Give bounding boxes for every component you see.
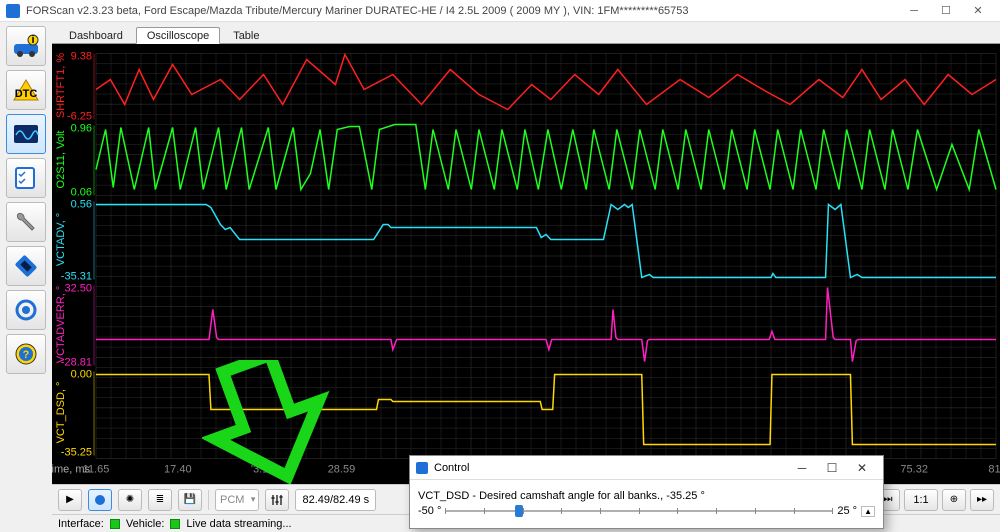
status-stream-label: Live data streaming... [186, 518, 291, 530]
sidebar-vehicle-info[interactable]: i [6, 26, 46, 66]
svg-text:DTC: DTC [15, 88, 38, 100]
control-titlebar[interactable]: Control ─ ☐ ✕ [410, 456, 883, 480]
sidebar-service[interactable] [6, 202, 46, 242]
svg-text:28.59: 28.59 [328, 464, 356, 476]
svg-text:VCT_DSD, °: VCT_DSD, ° [55, 382, 67, 444]
control-close-button[interactable]: ✕ [847, 461, 877, 475]
svg-text:32.50: 32.50 [64, 283, 92, 295]
sidebar-oscilloscope[interactable] [6, 114, 46, 154]
control-icon [416, 462, 428, 474]
status-interface-indicator [110, 519, 120, 529]
tab-bar: Dashboard Oscilloscope Table [52, 22, 1000, 44]
control-slider[interactable] [445, 504, 833, 518]
time-display: 82.49/82.49 s [295, 489, 376, 511]
control-title: Control [434, 462, 469, 474]
svg-text:17.40: 17.40 [164, 464, 192, 476]
svg-text:0.96: 0.96 [71, 123, 92, 135]
control-spin-up[interactable]: ▲ [861, 506, 875, 517]
svg-text:'3.1: '3.1 [251, 464, 268, 476]
record-button[interactable] [88, 489, 112, 511]
svg-text:VCTADVERR, °: VCTADVERR, ° [55, 286, 67, 364]
svg-text:VCTADV, °: VCTADV, ° [55, 213, 67, 266]
svg-text:?: ? [23, 349, 30, 361]
control-max-label: 25 ° [837, 505, 857, 517]
svg-text:Time, ms: Time, ms [52, 464, 90, 476]
sidebar-help[interactable]: ? [6, 334, 46, 374]
close-button[interactable]: ✕ [962, 4, 994, 17]
status-vehicle-indicator [170, 519, 180, 529]
zoom-more-button[interactable]: ▸▸ [970, 489, 994, 511]
tab-oscilloscope[interactable]: Oscilloscope [136, 27, 220, 44]
svg-text:0.06: 0.06 [71, 187, 92, 199]
svg-text:-28.81: -28.81 [61, 357, 92, 369]
svg-text:-35.31: -35.31 [61, 271, 92, 283]
properties-button[interactable]: ≣ [148, 489, 172, 511]
sidebar-config[interactable] [6, 246, 46, 286]
play-button[interactable]: ▶ [58, 489, 82, 511]
tab-table[interactable]: Table [222, 27, 270, 43]
control-maximize-button[interactable]: ☐ [817, 461, 847, 475]
window-title: FORScan v2.3.23 beta, Ford Escape/Mazda … [26, 5, 689, 17]
minimize-button[interactable]: ─ [898, 5, 930, 17]
svg-text:81.: 81. [988, 464, 1000, 476]
oscilloscope-viewport[interactable]: 11.6517.40'3.128.593475.3281.Time, msSHR… [52, 44, 1000, 484]
title-bar: FORScan v2.3.23 beta, Ford Escape/Mazda … [0, 0, 1000, 22]
control-minimize-button[interactable]: ─ [787, 461, 817, 475]
oscilloscope-chart: 11.6517.40'3.128.593475.3281.Time, msSHR… [52, 44, 1000, 484]
svg-text:9.38: 9.38 [71, 51, 92, 63]
control-window[interactable]: Control ─ ☐ ✕ VCT_DSD - Desired camshaft… [409, 455, 884, 529]
svg-text:0.00: 0.00 [71, 369, 92, 381]
app-icon [6, 4, 20, 18]
save-button[interactable]: 💾 [178, 489, 202, 511]
gear-button[interactable]: ✺ [118, 489, 142, 511]
control-min-label: -50 ° [418, 505, 441, 517]
module-select[interactable]: PCM [215, 489, 259, 511]
svg-text:0.56: 0.56 [71, 199, 92, 211]
sidebar-dtc[interactable]: DTC [6, 70, 46, 110]
svg-text:-6.25: -6.25 [67, 111, 92, 123]
status-vehicle-label: Vehicle: [126, 518, 165, 530]
tab-dashboard[interactable]: Dashboard [58, 27, 134, 43]
svg-text:-35.25: -35.25 [61, 447, 92, 459]
maximize-button[interactable]: ☐ [930, 4, 962, 17]
svg-text:i: i [31, 34, 34, 46]
sidebar-tests[interactable] [6, 158, 46, 198]
svg-text:75.32: 75.32 [900, 464, 928, 476]
zoom-fit-button[interactable]: 1:1 [904, 489, 938, 511]
sidebar-settings[interactable] [6, 290, 46, 330]
zoom-in-button[interactable]: ⊕ [942, 489, 966, 511]
status-interface-label: Interface: [58, 518, 104, 530]
control-description: VCT_DSD - Desired camshaft angle for all… [418, 490, 875, 502]
svg-text:SHRTFT1, %: SHRTFT1, % [55, 53, 67, 118]
pid-sliders-button[interactable] [265, 489, 289, 511]
svg-text:O2S11, Volt: O2S11, Volt [55, 131, 67, 189]
sidebar: i DTC ? [0, 22, 52, 532]
